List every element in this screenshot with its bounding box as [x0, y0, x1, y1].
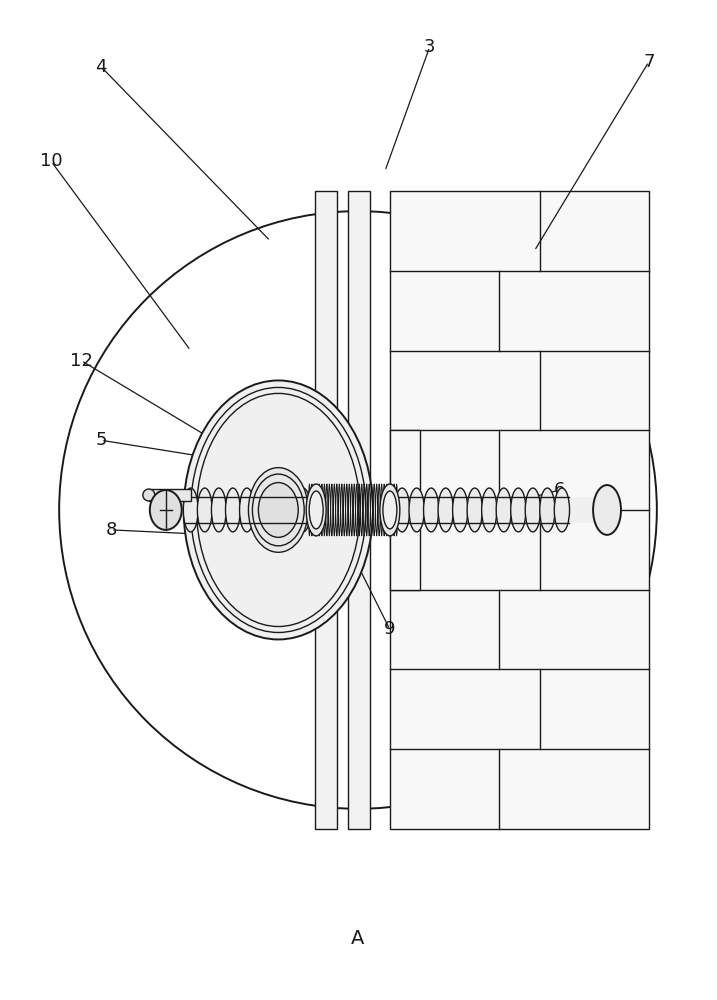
Ellipse shape — [380, 484, 400, 536]
Text: 12: 12 — [70, 352, 92, 370]
Bar — [315, 191, 337, 829]
Ellipse shape — [452, 488, 468, 532]
Ellipse shape — [150, 490, 181, 530]
Ellipse shape — [226, 488, 240, 532]
Ellipse shape — [424, 488, 439, 532]
Ellipse shape — [496, 488, 511, 532]
Ellipse shape — [184, 380, 373, 639]
Ellipse shape — [526, 488, 541, 532]
Ellipse shape — [540, 488, 555, 532]
Ellipse shape — [248, 468, 308, 552]
Circle shape — [143, 489, 155, 501]
Text: 5: 5 — [95, 431, 107, 449]
Ellipse shape — [394, 488, 409, 532]
Bar — [151, 497, 614, 523]
Ellipse shape — [184, 488, 198, 532]
Ellipse shape — [554, 488, 569, 532]
Ellipse shape — [593, 485, 621, 535]
Ellipse shape — [409, 488, 424, 532]
Text: 8: 8 — [105, 521, 117, 539]
Ellipse shape — [267, 488, 282, 532]
Ellipse shape — [306, 484, 326, 536]
Ellipse shape — [212, 488, 226, 532]
Ellipse shape — [383, 491, 397, 529]
Ellipse shape — [296, 488, 310, 532]
Text: 7: 7 — [643, 53, 655, 71]
Text: 10: 10 — [40, 152, 62, 170]
Text: 6: 6 — [554, 481, 565, 499]
Text: 3: 3 — [424, 38, 435, 56]
Ellipse shape — [482, 488, 497, 532]
Ellipse shape — [438, 488, 453, 532]
Ellipse shape — [467, 488, 483, 532]
Text: 4: 4 — [95, 58, 107, 76]
Bar — [390, 191, 649, 829]
Bar — [149, 489, 191, 501]
Ellipse shape — [239, 488, 255, 532]
Ellipse shape — [252, 474, 304, 546]
Ellipse shape — [511, 488, 526, 532]
Ellipse shape — [197, 488, 212, 532]
Text: 9: 9 — [384, 620, 396, 638]
Ellipse shape — [258, 483, 298, 537]
Ellipse shape — [309, 491, 323, 529]
Text: A: A — [351, 929, 365, 948]
Ellipse shape — [282, 488, 297, 532]
Bar — [390, 430, 419, 590]
Bar — [348, 191, 370, 829]
Ellipse shape — [254, 488, 268, 532]
